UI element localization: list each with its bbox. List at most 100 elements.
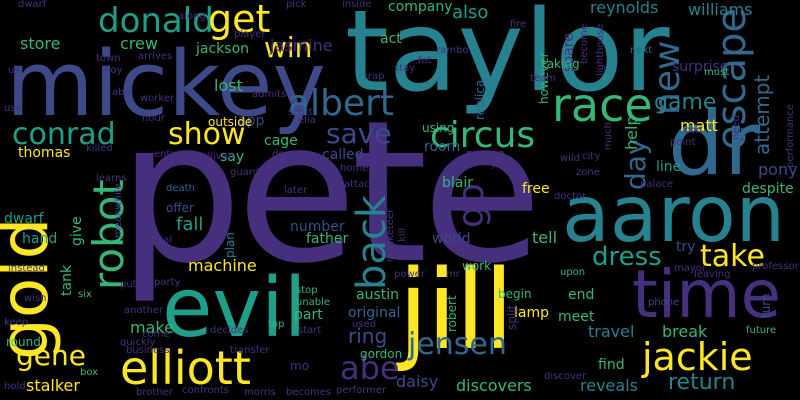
word-zone: zone xyxy=(576,167,600,178)
word-discovers: discovers xyxy=(456,376,532,395)
word-abe: abe xyxy=(340,349,400,387)
word-along: along xyxy=(178,11,206,22)
word-lighthouse: lighthouse xyxy=(595,23,606,76)
word-reynolds: reynolds xyxy=(590,0,659,17)
word-guard: guard xyxy=(230,167,260,178)
word-show: show xyxy=(168,117,246,152)
word-elliott: elliott xyxy=(120,341,251,395)
word-quickly: quickly xyxy=(120,337,156,348)
word-party: party xyxy=(154,277,181,288)
word-sullivan: sullivan xyxy=(196,151,235,162)
word-city: city xyxy=(582,151,601,162)
word-store: store xyxy=(20,34,61,53)
word-tank: tank xyxy=(59,264,75,296)
word-scott: scott xyxy=(288,107,313,118)
word-conrad: conrad xyxy=(12,117,116,152)
word-doctor: doctor xyxy=(554,191,587,202)
word-admits: admits xyxy=(252,89,287,100)
word-team: team xyxy=(530,73,556,84)
word-much: much xyxy=(603,122,614,150)
word-break: break xyxy=(662,322,708,341)
word-donald: donald xyxy=(98,1,214,41)
word-put: put xyxy=(120,279,137,290)
word-next: next xyxy=(630,45,653,56)
word-say: say xyxy=(220,149,245,165)
word-cage: cage xyxy=(264,133,298,149)
word-player: player xyxy=(234,29,266,40)
word-take: take xyxy=(700,239,765,274)
word-matt: matt xyxy=(680,116,718,135)
word-game: game xyxy=(654,90,717,115)
word-jensen: jensen xyxy=(408,327,507,362)
word-killed: killed xyxy=(86,143,113,154)
word-death: death xyxy=(166,183,195,194)
word-called: called xyxy=(322,147,364,163)
word-learns: learns xyxy=(96,173,127,184)
word-hold: hold xyxy=(4,381,26,392)
word-dr: dr xyxy=(668,92,761,195)
word-split: split xyxy=(505,304,519,330)
word-start: start xyxy=(298,325,322,336)
word-pete: pete xyxy=(118,79,542,307)
word-unable: unable xyxy=(296,297,331,308)
word-number: number xyxy=(290,219,345,235)
word-home: home xyxy=(340,163,369,174)
word-must: must xyxy=(704,67,730,78)
word-circus: circus xyxy=(430,115,536,156)
word-albert: albert xyxy=(288,83,394,124)
word-free: free xyxy=(522,181,550,197)
word-palace: palace xyxy=(640,179,674,190)
word-later: later xyxy=(284,185,308,196)
word-another: another xyxy=(124,305,164,316)
word-transfer: transfer xyxy=(230,345,270,356)
word-save: save xyxy=(326,117,392,150)
word-lost: lost xyxy=(214,76,243,95)
word-williams: williams xyxy=(688,0,753,19)
word-surprise: surprise xyxy=(672,59,729,75)
word-hand: hand xyxy=(22,231,58,247)
word-professor: professor xyxy=(752,261,799,272)
word-despite: despite xyxy=(742,181,794,197)
word-gordon: gordon xyxy=(360,347,403,361)
word-turn: turn xyxy=(759,293,773,318)
word-dwarf: dwarf xyxy=(4,211,44,227)
word-original: original xyxy=(348,305,401,321)
word-jackie: jackie xyxy=(642,335,753,379)
word-mickey: mickey xyxy=(6,32,326,137)
word-work: work xyxy=(462,259,492,273)
word-also: also xyxy=(452,2,489,23)
word-get: get xyxy=(208,0,271,41)
word-try: try xyxy=(676,239,696,255)
word-musketeer: musketeer xyxy=(385,208,396,262)
word-round: round xyxy=(6,335,41,349)
word-mayor: mayor xyxy=(674,263,707,274)
word-meanwhile: meanwhile xyxy=(113,183,124,238)
word-boy: boy xyxy=(104,65,123,76)
word-wild: wild xyxy=(560,153,581,164)
word-stalker: stalker xyxy=(26,376,80,395)
word-using: using xyxy=(422,121,455,135)
word-confronts: confronts xyxy=(182,385,229,396)
word-begin: begin xyxy=(498,287,532,301)
word-come: come xyxy=(142,329,170,340)
word-becomes: becomes xyxy=(286,387,332,398)
word-stay: stay xyxy=(394,63,416,74)
word-instead: instead xyxy=(8,263,45,274)
word-dwarf-small: dwarf xyxy=(18,0,47,10)
word-business: business xyxy=(126,345,170,356)
word-destroy: destroy xyxy=(272,149,310,160)
word-taking: taking xyxy=(542,57,580,71)
word-us: us xyxy=(8,65,20,76)
word-blair: blair xyxy=(442,175,474,191)
word-rambo: rambo xyxy=(436,45,469,56)
word-offer: offer xyxy=(166,201,194,215)
word-jasmine: jasmine xyxy=(270,36,333,55)
word-power: power xyxy=(394,269,425,280)
word-joan: joan xyxy=(492,159,514,170)
word-pick: pick xyxy=(286,0,307,10)
word-performer: performer xyxy=(336,385,387,396)
word-need: need xyxy=(731,115,742,140)
word-part: part xyxy=(294,307,323,323)
word-box: box xyxy=(80,367,99,378)
